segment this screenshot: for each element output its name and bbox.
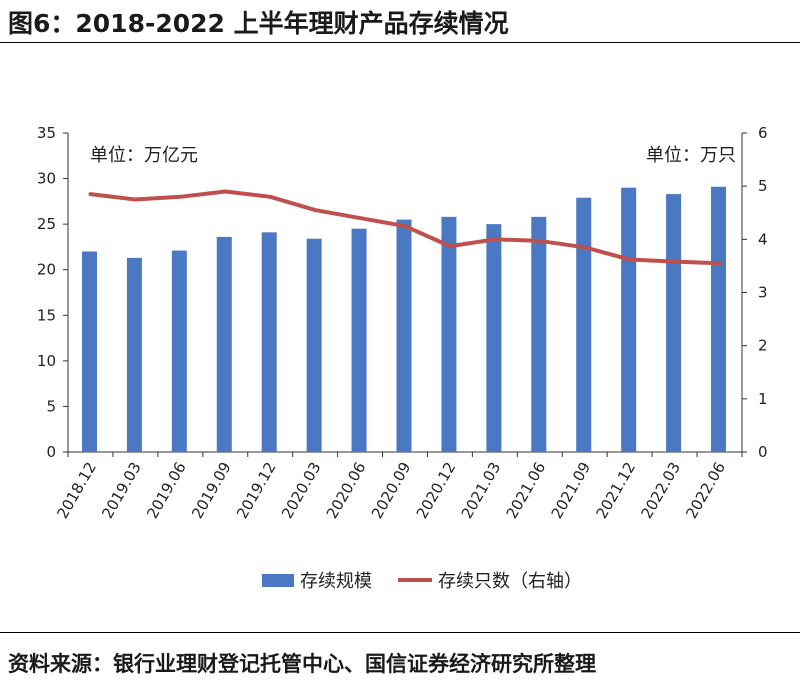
bar: [441, 216, 457, 452]
x-tick-label: 2019.12: [233, 459, 280, 522]
x-tick-label: 2021.09: [548, 459, 595, 522]
right-tick-label: 2: [758, 337, 768, 355]
bar: [576, 197, 592, 452]
right-tick-label: 0: [758, 443, 768, 461]
left-tick-label: 5: [46, 397, 56, 415]
right-tick-label: 4: [758, 230, 768, 248]
x-tick-label: 2019.09: [188, 459, 235, 522]
x-tick-label: 2020.09: [368, 459, 415, 522]
left-tick-label: 20: [37, 261, 56, 279]
series-line: [88, 189, 722, 266]
right-tick-label: 1: [758, 390, 768, 408]
legend: 存续规模 存续只数（右轴）: [262, 571, 582, 592]
bar: [126, 257, 142, 452]
x-tick-label: 2019.03: [98, 459, 145, 522]
x-tick-label: 2020.06: [323, 459, 370, 522]
title-divider: [0, 42, 800, 43]
bar: [396, 219, 412, 452]
left-axis-unit: 单位：万亿元: [90, 145, 198, 166]
source-divider: [0, 632, 800, 633]
x-tick-label: 2021.06: [503, 459, 550, 522]
bar: [216, 236, 232, 452]
x-tick-label: 2021.03: [458, 459, 505, 522]
x-tick-label: 2019.06: [143, 459, 190, 522]
x-tick-label: 2021.12: [593, 459, 640, 522]
left-tick-label: 30: [37, 170, 56, 188]
left-tick-label: 25: [37, 215, 56, 233]
left-tick-label: 0: [46, 443, 56, 461]
bar: [306, 238, 322, 452]
bar: [261, 232, 277, 452]
figure-source: 资料来源：银行业理财登记托管中心、国信证券经济研究所整理: [8, 652, 596, 676]
bar: [351, 228, 367, 452]
bar: [621, 187, 637, 452]
x-tick-label: 2022.06: [682, 459, 729, 522]
left-tick-label: 15: [37, 306, 56, 324]
bar: [486, 224, 502, 452]
legend-bar-label: 存续规模: [300, 571, 372, 592]
bar: [81, 251, 97, 452]
x-tick-label: 2018.12: [53, 459, 100, 522]
x-tick-label: 2020.12: [413, 459, 460, 522]
line-series: [88, 189, 722, 266]
right-tick-label: 5: [758, 177, 768, 195]
bar: [171, 250, 187, 452]
bar: [531, 216, 547, 452]
bar-series: [81, 186, 727, 452]
legend-bar-swatch: [262, 574, 294, 587]
bar: [711, 186, 727, 452]
right-axis-unit: 单位：万只: [646, 145, 736, 166]
figure-title: 图6：2018-2022 上半年理财产品存续情况: [8, 9, 509, 38]
left-tick-label: 35: [37, 124, 56, 142]
x-tick-label: 2022.03: [637, 459, 684, 522]
chart: 0510152025303501234562018.122019.032019.…: [37, 124, 768, 592]
legend-line-label: 存续只数（右轴）: [438, 571, 582, 592]
right-tick-label: 6: [758, 124, 768, 142]
left-tick-label: 10: [37, 352, 56, 370]
x-tick-label: 2020.03: [278, 459, 325, 522]
right-tick-label: 3: [758, 284, 768, 302]
bar: [666, 194, 682, 452]
